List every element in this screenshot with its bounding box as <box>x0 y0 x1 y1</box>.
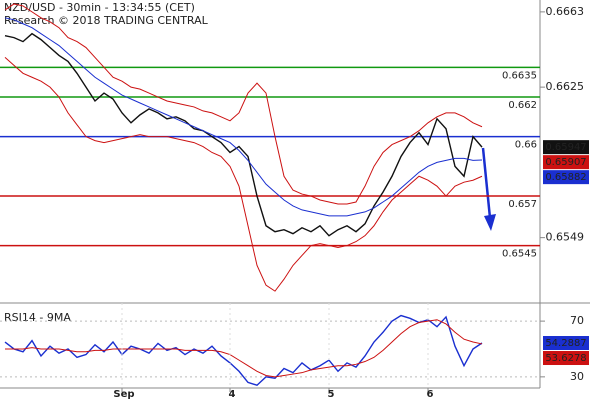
chart-subtitle: Research © 2018 TRADING CENTRAL <box>4 14 209 27</box>
series-line <box>4 17 483 217</box>
level-label: 0.6635 <box>502 70 537 81</box>
value-box <box>543 155 589 170</box>
level-label: 0.66 <box>515 140 537 151</box>
y-tick-label: 30 <box>570 370 584 383</box>
value-box <box>543 170 589 185</box>
series-line <box>5 319 483 378</box>
series-line <box>4 3 483 205</box>
value-box-label: 54.2887 <box>545 338 586 349</box>
y-tick-label: 0.6625 <box>546 80 585 93</box>
value-box <box>543 140 589 155</box>
series-line <box>4 57 483 292</box>
value-box-label: 0.65907 <box>545 157 586 168</box>
level-label: 0.662 <box>508 100 537 111</box>
forecast-arrow <box>481 147 496 231</box>
level-label: 0.6545 <box>502 249 537 260</box>
y-tick-label: 0.6663 <box>546 5 585 18</box>
value-box-label: 0.65882 <box>545 172 586 183</box>
y-tick-label: 0.6549 <box>546 231 585 244</box>
value-box-label: 0.65947 <box>545 142 586 153</box>
value-box <box>543 336 589 351</box>
series-line <box>4 314 483 387</box>
level-label: 0.657 <box>508 199 537 210</box>
value-box-label: 53.6278 <box>545 353 586 364</box>
x-tick-label: 6 <box>427 389 434 400</box>
x-tick-label: 5 <box>328 389 335 400</box>
y-tick-label: 70 <box>570 314 584 327</box>
rsi-title: RSI14 - 9MA <box>4 311 71 324</box>
x-tick-label: 4 <box>229 389 236 400</box>
value-box <box>543 351 589 366</box>
x-tick-label: Sep <box>113 389 134 400</box>
chart-title: NZD/USD - 30min - 13:34:55 (CET) <box>4 1 195 14</box>
series-line <box>4 32 483 237</box>
